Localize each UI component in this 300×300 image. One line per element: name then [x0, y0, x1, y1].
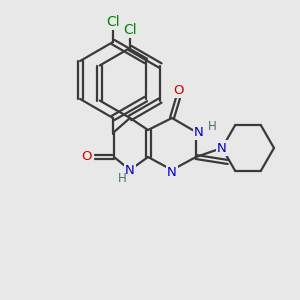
Text: N: N: [194, 125, 204, 139]
Text: Cl: Cl: [106, 15, 120, 29]
Text: H: H: [208, 121, 216, 134]
Text: O: O: [173, 83, 183, 97]
Text: Cl: Cl: [123, 23, 137, 37]
Text: N: N: [167, 166, 177, 178]
Text: N: N: [217, 142, 227, 154]
Text: O: O: [82, 151, 92, 164]
Text: N: N: [125, 164, 135, 176]
Text: H: H: [118, 172, 126, 185]
